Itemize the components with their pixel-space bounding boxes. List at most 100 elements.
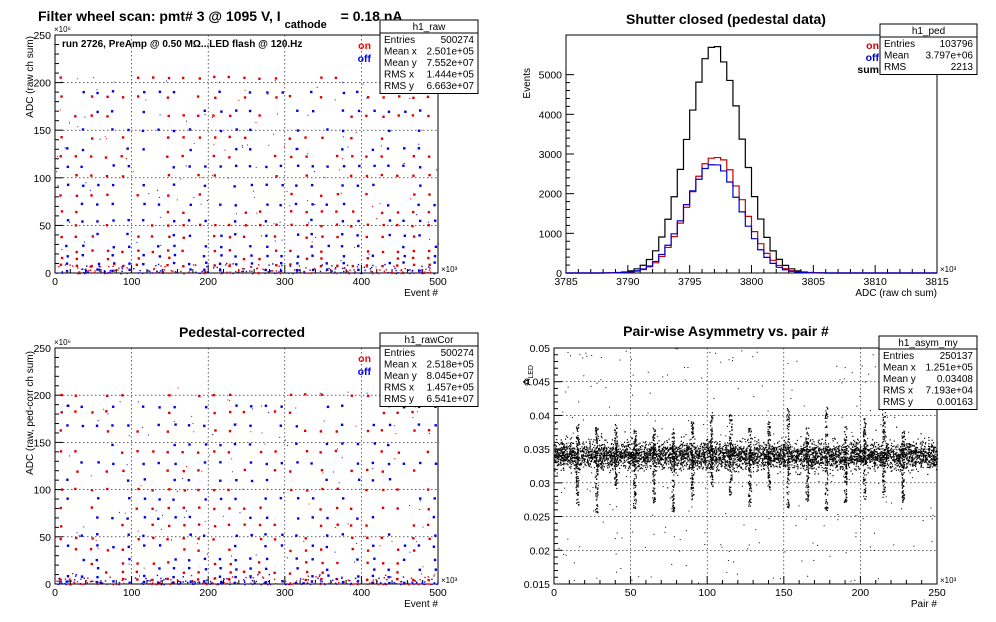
asym-point: [930, 443, 933, 445]
asym-point: [554, 450, 556, 452]
raw-noise-point: [198, 272, 200, 274]
raw-on-point: [349, 174, 353, 178]
asym-point: [833, 457, 836, 459]
asym-point: [823, 450, 825, 452]
cor-noise-point: [229, 579, 231, 581]
cor-noise-point: [291, 583, 294, 585]
asym-point: [686, 449, 688, 451]
cor-sparse-point: [419, 500, 421, 502]
asym-point: [800, 447, 802, 450]
raw-off-point: [112, 246, 115, 249]
cor-off-point: [387, 533, 391, 536]
raw-noise-point: [82, 268, 84, 270]
raw-off-point: [248, 165, 252, 168]
asym-point: [772, 447, 775, 449]
cor-off-point: [235, 404, 238, 407]
raw-off-point: [342, 91, 346, 95]
raw-off-point: [142, 110, 145, 114]
asym-point: [624, 431, 626, 433]
asym-point: [729, 451, 731, 453]
asym-point: [856, 449, 858, 452]
asym-point: [686, 462, 688, 464]
asym-point: [612, 443, 615, 446]
asym-point: [916, 461, 918, 464]
asym-point: [696, 451, 698, 453]
raw-noise-point: [421, 271, 423, 273]
raw-on-point: [212, 154, 216, 158]
asym-point: [773, 447, 775, 450]
cor-on-point: [258, 523, 262, 527]
cor-on-point: [90, 489, 94, 492]
raw-on-point: [242, 257, 246, 261]
cor-stats-name: h1_rawCor: [405, 335, 455, 346]
cor-sparse-point: [242, 488, 244, 490]
raw-noise-point: [84, 269, 86, 271]
asym-point: [754, 458, 756, 460]
asym-point: [881, 464, 883, 466]
raw-on-point: [105, 174, 109, 178]
raw-sparse-point: [380, 145, 382, 147]
raw-noise-point: [224, 264, 227, 266]
asym-point: [927, 464, 929, 466]
asym-point: [726, 444, 728, 447]
cor-sparse-point: [128, 581, 130, 583]
asym-point: [722, 445, 724, 448]
cor-noise-point: [358, 583, 360, 585]
asym-point: [763, 458, 765, 460]
asym-point: [715, 463, 717, 465]
cor-sparse-point: [196, 542, 198, 544]
asym-point: [596, 469, 598, 471]
asym-point: [814, 450, 816, 452]
asym-point: [682, 468, 685, 470]
raw-sparse-point: [342, 81, 344, 83]
asym-point: [603, 447, 606, 449]
asym-point: [813, 455, 815, 457]
asym-point: [618, 455, 620, 457]
cor-noise-point: [411, 581, 413, 584]
cor-off-point: [174, 462, 177, 466]
asym-point: [660, 463, 662, 465]
ped-legend-off: off: [866, 52, 880, 64]
asym-point: [763, 464, 765, 467]
raw-off-point: [235, 109, 238, 112]
asym-point: [570, 441, 572, 444]
cor-noise-point: [231, 576, 234, 578]
cor-on-point: [273, 469, 277, 472]
asym-point: [774, 459, 776, 461]
raw-noise-point: [98, 269, 100, 271]
asym-point: [910, 446, 912, 448]
raw-on-point: [305, 257, 309, 260]
asym-point: [778, 452, 780, 454]
asym-point: [882, 462, 885, 464]
raw-off-point: [341, 148, 344, 151]
asym-point: [737, 459, 739, 461]
raw-sparse-point: [341, 158, 343, 160]
cor-noise-point: [383, 577, 385, 579]
cor-on-point: [289, 470, 292, 473]
asym-point: [860, 457, 863, 460]
asym-point: [833, 447, 835, 450]
asym-point: [920, 446, 922, 448]
raw-off-point: [388, 233, 391, 237]
cor-on-point: [121, 562, 125, 565]
raw-noise-point: [249, 270, 251, 272]
cor-on-point: [228, 507, 231, 510]
asym-point: [819, 454, 822, 456]
cor-sparse-point: [415, 541, 417, 543]
cor-on-point: [304, 393, 307, 396]
asym-point: [747, 438, 749, 440]
cor-on-point: [182, 537, 185, 540]
asym-point: [836, 446, 838, 448]
raw-on-point: [381, 235, 384, 239]
raw-noise-point: [383, 270, 386, 273]
cor-sparse-point: [347, 391, 349, 393]
cor-off-point: [403, 581, 406, 585]
cor-sparse-point: [295, 580, 297, 582]
cor-sparse-point: [295, 407, 297, 409]
cor-on-point: [288, 411, 292, 414]
cor-sparse-point: [364, 535, 366, 537]
asym-point: [688, 466, 690, 469]
asym-point: [597, 460, 599, 462]
asym-point: [832, 448, 834, 450]
asym-point: [925, 459, 928, 461]
